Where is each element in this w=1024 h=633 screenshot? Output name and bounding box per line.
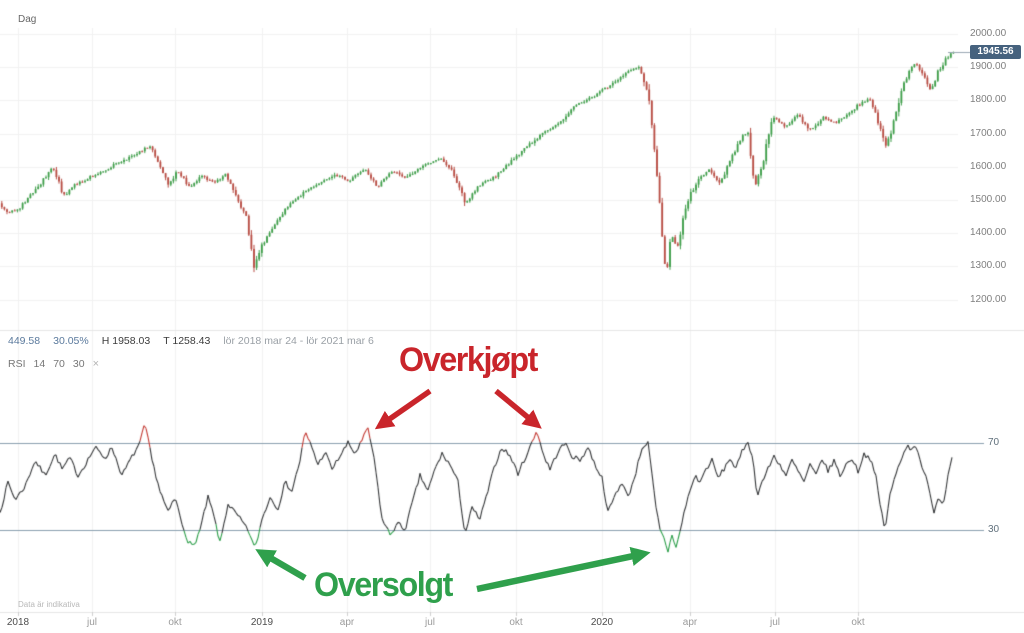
rsi-param-period: 14 [33,358,46,370]
time-axis-label: okt [168,617,182,628]
rsi-param-overbought: 70 [53,358,65,370]
time-axis-label: 2020 [590,617,614,628]
time-axis[interactable]: 2018 jul okt 2019 apr jul okt 2020 apr jul okt [0,612,958,633]
time-axis-label: jul [86,617,98,628]
date-range: lör 2018 mar 24 - lör 2021 mar 6 [223,335,374,347]
last-price-badge: 1945.56 [970,45,1021,60]
period-high-value: H 1958.03 [101,335,151,347]
timeframe-label[interactable]: Dag [18,14,37,25]
time-axis-label: okt [509,617,523,628]
rsi-level-30-label: 30 [988,524,1000,535]
price-axis-label: 1800.00 [970,94,1007,106]
price-axis-label: 1600.00 [970,160,1007,172]
overbought-annotation: Overkjøpt [399,341,538,379]
oversold-annotation: Oversolgt [314,566,453,604]
rsi-header: RSI 14 70 30 × [8,358,99,370]
status-bar: 449.58 30.05% H 1958.03 T 1258.43 lör 20… [8,334,374,348]
time-axis-label: jul [769,617,781,628]
time-axis-label: 2018 [6,617,30,628]
price-axis-label: 1200.00 [970,293,1007,305]
price-axis-label: 2000.00 [970,28,1007,39]
time-axis-label: okt [851,617,865,628]
time-axis-label: apr [682,617,698,628]
price-axis[interactable]: 1945.56 2000.00 1900.00 1800.00 1700.00 1600… [958,28,1024,612]
rsi-level-70-label: 70 [988,437,1000,448]
rsi-param-oversold: 30 [72,358,85,370]
price-axis-label: 1900.00 [970,61,1007,73]
change-value: 449.58 [8,335,41,347]
price-axis-label: 1500.00 [970,194,1007,205]
period-low-value: T 1258.43 [163,335,211,347]
time-axis-label: jul [424,617,436,628]
price-axis-label: 1400.00 [970,227,1007,239]
rsi-close-icon[interactable]: × [92,358,100,370]
disclaimer: Data är indikativa [18,600,80,609]
change-percent: 30.05% [53,335,89,347]
price-axis-label: 1300.00 [970,260,1007,272]
rsi-label: RSI [8,358,26,370]
time-axis-label: 2019 [250,617,274,628]
price-axis-label: 1700.00 [970,127,1007,139]
time-axis-label: apr [339,617,355,628]
